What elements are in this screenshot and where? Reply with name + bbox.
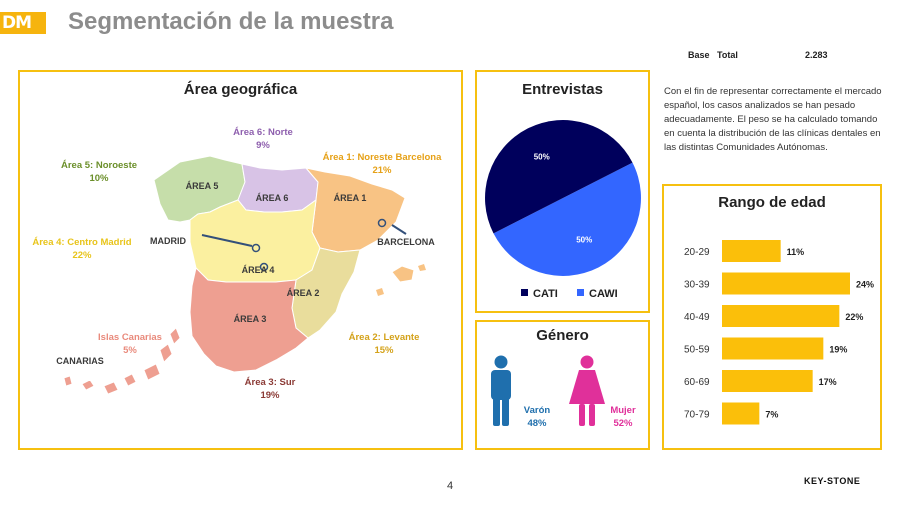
age-panel-title: Rango de edad [718, 194, 826, 211]
region-percentage: 15% [374, 345, 394, 356]
page-title: Segmentación de la muestra [68, 8, 394, 35]
age-bar [722, 305, 840, 327]
spain-map [63, 155, 426, 395]
company-logo: DM [0, 12, 46, 34]
age-bar-value: 19% [829, 345, 847, 355]
region-name: Área 6: Norte [233, 127, 293, 138]
age-bar [722, 337, 824, 360]
brand-logo: KEY-STONE [804, 476, 861, 486]
male-icon [491, 355, 511, 426]
map-tag-area6: ÁREA 6 [255, 193, 289, 203]
region-sur-shape [189, 267, 309, 373]
cati-legend-label: CATI [533, 288, 558, 300]
region-percentage: 5% [123, 345, 137, 356]
gender-percentage: 52% [613, 418, 633, 429]
age-tick-label: 20-29 [684, 247, 710, 258]
gender-panel: Género Varón 48% Mujer 52% [475, 320, 650, 450]
age-bar-value: 11% [787, 247, 805, 257]
barcelona-marker [377, 218, 387, 228]
region-percentage: 10% [89, 173, 109, 184]
region-label-noroeste: Área 5: Noroeste 10% [61, 159, 137, 185]
map-panel-title: Área geográfica [183, 81, 298, 98]
map-tag-area1: ÁREA 1 [333, 193, 367, 203]
map-tag-area4: ÁREA 4 [241, 265, 275, 275]
map-tag-area2: ÁREA 2 [286, 288, 320, 298]
age-tick-label: 50-59 [684, 345, 710, 356]
region-norte-shape [237, 163, 319, 213]
region-label-norte: Área 6: Norte 9% [233, 126, 293, 152]
total-value: 2.283 [805, 50, 828, 60]
age-tick-label: 30-39 [684, 280, 710, 291]
region-label-canarias: Islas Canarias 5% [98, 331, 162, 357]
map-tag-madrid: MADRID [150, 236, 186, 246]
cawi-legend-label: CAWI [589, 288, 618, 300]
age-tick-label: 40-49 [684, 312, 710, 323]
barcelona-pointer [391, 224, 407, 235]
gender-label-male: Varón 48% [524, 404, 550, 430]
gender-percentage: 48% [527, 418, 547, 429]
gender-name: Mujer [610, 405, 636, 416]
gender-panel-title: Género [536, 327, 589, 344]
madrid-pointer [201, 234, 253, 247]
gender-label-female: Mujer 52% [610, 404, 635, 430]
pie-slice-cawi [493, 162, 641, 276]
interviews-pie-chart: 50% 50% [485, 120, 641, 276]
age-bar [722, 272, 850, 295]
pie-legend-cawi: CAWI [577, 288, 618, 300]
region-baleares-shape [391, 265, 415, 283]
map-tag-barcelona: BARCELONA [377, 237, 435, 247]
map-tag-canarias: CANARIAS [56, 356, 104, 366]
region-name: Área 3: Sur [244, 377, 296, 388]
age-tick-label: 60-69 [684, 377, 710, 388]
page-number: 4 [446, 480, 454, 492]
region-percentage: 19% [260, 390, 280, 401]
region-name: Área 5: Noroeste [60, 160, 138, 171]
pie-slice-cati [485, 120, 633, 234]
region-percentage: 9% [256, 140, 270, 151]
age-bar-value: 22% [845, 312, 863, 322]
age-bar-value: 17% [819, 377, 837, 387]
map-tag-area3: ÁREA 3 [233, 314, 267, 324]
madrid-marker [251, 243, 261, 253]
region-label-sur: Área 3: Sur 19% [245, 376, 296, 402]
region-canarias-shape [63, 327, 181, 395]
age-bar [722, 240, 781, 262]
region-name: Área 1: Noreste Barcelona [322, 152, 442, 163]
region-percentage: 22% [72, 250, 92, 261]
age-bar [722, 370, 813, 392]
intro-text: Con el fin de representar correctamente … [664, 86, 882, 153]
region-percentage: 21% [372, 165, 392, 176]
map-panel: Área geográfica [18, 70, 463, 450]
cawi-swatch [577, 289, 584, 296]
region-label-centro: Área 4: Centro Madrid 22% [32, 236, 131, 262]
age-bar [722, 402, 760, 425]
base-label: Base [688, 50, 710, 60]
interviews-panel: Entrevistas 50% 50% CATI CAWI [475, 70, 650, 313]
gender-icons [491, 355, 605, 426]
female-icon [569, 355, 605, 426]
pie-slice-label: 50% [576, 236, 592, 245]
cati-swatch [521, 289, 528, 296]
age-panel: Rango de edad 20-29 11% 30-39 24% 40-49 22% 50… [662, 184, 882, 450]
region-name: Área 4: Centro Madrid [32, 237, 132, 248]
logo-text: DM [2, 13, 32, 33]
map-tag-area5: ÁREA 5 [185, 181, 219, 191]
interviews-panel-title: Entrevistas [522, 81, 603, 98]
region-label-levante: Área 2: Levante 15% [349, 331, 420, 357]
total-label: Total [717, 50, 738, 60]
pie-legend-cati: CATI [521, 288, 558, 300]
gender-name: Varón [523, 405, 551, 416]
age-bar-value: 24% [856, 280, 874, 290]
pie-slice-label: 50% [534, 152, 550, 161]
age-bar-chart: 20-29 11% 30-39 24% 40-49 22% 50-59 19% 60-69 17%… [684, 240, 874, 425]
region-name: Islas Canarias [98, 332, 162, 343]
age-bar-value: 7% [765, 410, 778, 420]
age-tick-label: 70-79 [684, 410, 710, 421]
region-label-noreste: Área 1: Noreste Barcelona 21% [323, 151, 442, 177]
region-name: Área 2: Levante [348, 332, 420, 343]
